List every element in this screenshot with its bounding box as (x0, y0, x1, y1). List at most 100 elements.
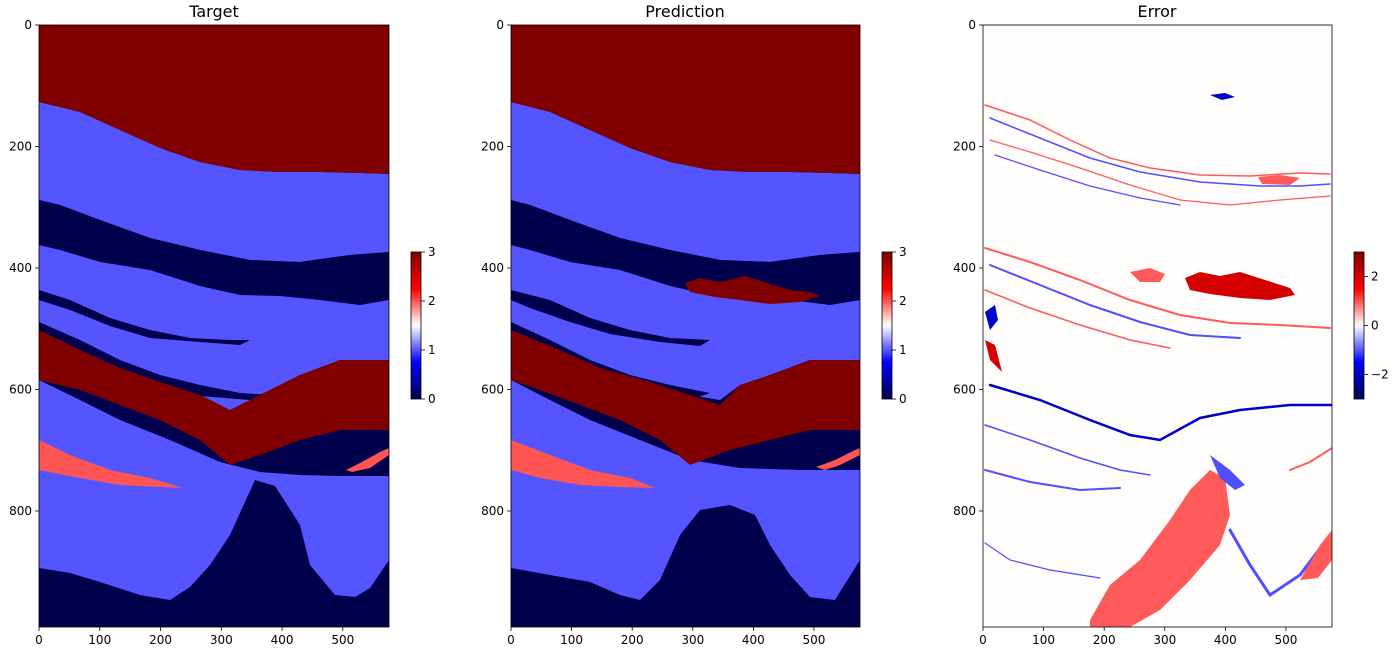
y-tick-label: 600 (953, 382, 976, 396)
error-streak (984, 542, 1101, 579)
error-streak (994, 154, 1181, 206)
y-tick-label: 400 (481, 261, 504, 275)
target-xticks: 0 100 200 300 400 500 (35, 627, 354, 647)
target-colorbar-ticks: 0 1 2 3 (421, 245, 436, 406)
colorbar-tick-label: 0 (899, 392, 907, 406)
colorbar-tick-label: 1 (428, 343, 436, 357)
error-colorbar-ticks: −2 0 2 (1364, 270, 1389, 382)
error-thin-streaks (984, 104, 1332, 598)
prediction-light-red-patch (511, 440, 655, 488)
target-dark-red-layer (39, 330, 389, 465)
x-tick-label: 400 (742, 633, 765, 647)
error-streak (984, 247, 1331, 329)
prediction-mid-blue-band (511, 245, 860, 400)
target-dark-dome (39, 480, 389, 627)
y-tick-label: 400 (953, 261, 976, 275)
target-upper-blue-band (39, 102, 389, 262)
target-image (39, 25, 389, 627)
y-tick-label: 0 (24, 18, 32, 32)
prediction-top-red (511, 25, 860, 174)
y-tick-label: 800 (9, 504, 32, 518)
x-tick-label: 200 (149, 633, 172, 647)
prediction-image (511, 25, 860, 627)
colorbar-tick-label: 0 (1371, 319, 1379, 333)
colorbar-tick-label: 2 (1371, 270, 1379, 284)
prediction-red-blob (685, 276, 820, 304)
y-tick-label: 800 (953, 504, 976, 518)
x-tick-label: 200 (1093, 633, 1116, 647)
x-tick-label: 500 (1274, 633, 1297, 647)
error-blue-patch (1210, 455, 1245, 490)
x-tick-label: 500 (802, 633, 825, 647)
error-red-blob (1185, 272, 1295, 300)
target-axes-frame (38, 24, 390, 628)
colorbar-tick-label: 2 (899, 294, 907, 308)
colorbar-tick-label: 2 (428, 294, 436, 308)
error-light-red-patch (1300, 530, 1332, 580)
x-tick-label: 400 (271, 633, 294, 647)
panel-target: Target 0 100 200 300 400 500 0 200 400 600 800 0 1… (9, 2, 436, 647)
colorbar-tick-label: −2 (1371, 368, 1389, 382)
error-blue-blob (985, 305, 998, 330)
prediction-dark-band (511, 200, 860, 305)
error-red-blob (985, 340, 1002, 372)
x-tick-label: 300 (210, 633, 233, 647)
x-tick-label: 200 (621, 633, 644, 647)
prediction-dark-dome (511, 505, 860, 627)
error-streak (1289, 447, 1332, 471)
error-blue-patch (1210, 93, 1235, 100)
y-tick-label: 0 (496, 18, 504, 32)
x-tick-label: 500 (331, 633, 354, 647)
x-tick-label: 100 (88, 633, 111, 647)
prediction-dark-streak-2 (511, 322, 710, 400)
error-streak (1228, 528, 1332, 598)
prediction-colorbar-ticks: 0 1 2 3 (892, 245, 907, 406)
colorbar-tick-label: 3 (899, 245, 907, 259)
colorbar-tick-label: 0 (428, 392, 436, 406)
y-tick-label: 0 (968, 18, 976, 32)
error-axes-frame (982, 24, 1333, 628)
error-streak (984, 469, 1121, 492)
x-tick-label: 100 (1032, 633, 1055, 647)
target-dark-streak-1 (39, 290, 250, 345)
error-streak (984, 424, 1151, 476)
prediction-colorbar (881, 251, 893, 400)
prediction-upper-blue-band (511, 102, 860, 262)
x-tick-label: 0 (979, 633, 987, 647)
target-light-red-sliver (346, 448, 389, 472)
target-yticks: 0 200 400 600 800 (9, 18, 39, 518)
error-colorbar (1353, 251, 1365, 400)
colorbar-tick-label: 1 (899, 343, 907, 357)
x-tick-label: 0 (507, 633, 515, 647)
panel-prediction: Prediction 0 100 200 300 400 500 0 200 400 600 80… (481, 2, 907, 647)
y-tick-label: 600 (9, 382, 32, 396)
prediction-dark-streak-1 (511, 290, 710, 346)
x-tick-label: 100 (560, 633, 583, 647)
title-target: Target (188, 2, 239, 21)
error-streak (984, 104, 1331, 177)
prediction-xticks: 0 100 200 300 400 500 (507, 627, 825, 647)
y-tick-label: 200 (9, 139, 32, 153)
x-tick-label: 300 (1153, 633, 1176, 647)
error-streak (984, 289, 1171, 349)
error-streak (989, 117, 1331, 187)
error-image (983, 25, 1332, 627)
y-tick-label: 200 (953, 139, 976, 153)
target-colorbar (410, 251, 422, 400)
x-tick-label: 0 (35, 633, 43, 647)
colorbar-tick-label: 3 (428, 245, 436, 259)
prediction-dark-red-layer (511, 330, 860, 465)
x-tick-label: 400 (1214, 633, 1237, 647)
error-light-red-patch (1258, 175, 1300, 185)
error-yticks: 0 200 400 600 800 (953, 18, 983, 518)
prediction-axes-frame (510, 24, 861, 628)
error-xticks: 0 100 200 300 400 500 (979, 627, 1297, 647)
prediction-light-red-sliver (816, 448, 860, 470)
error-streak (988, 383, 1332, 442)
y-tick-label: 600 (481, 382, 504, 396)
target-top-red (39, 25, 389, 174)
error-streak (989, 139, 1331, 206)
y-tick-label: 400 (9, 261, 32, 275)
y-tick-label: 200 (481, 139, 504, 153)
